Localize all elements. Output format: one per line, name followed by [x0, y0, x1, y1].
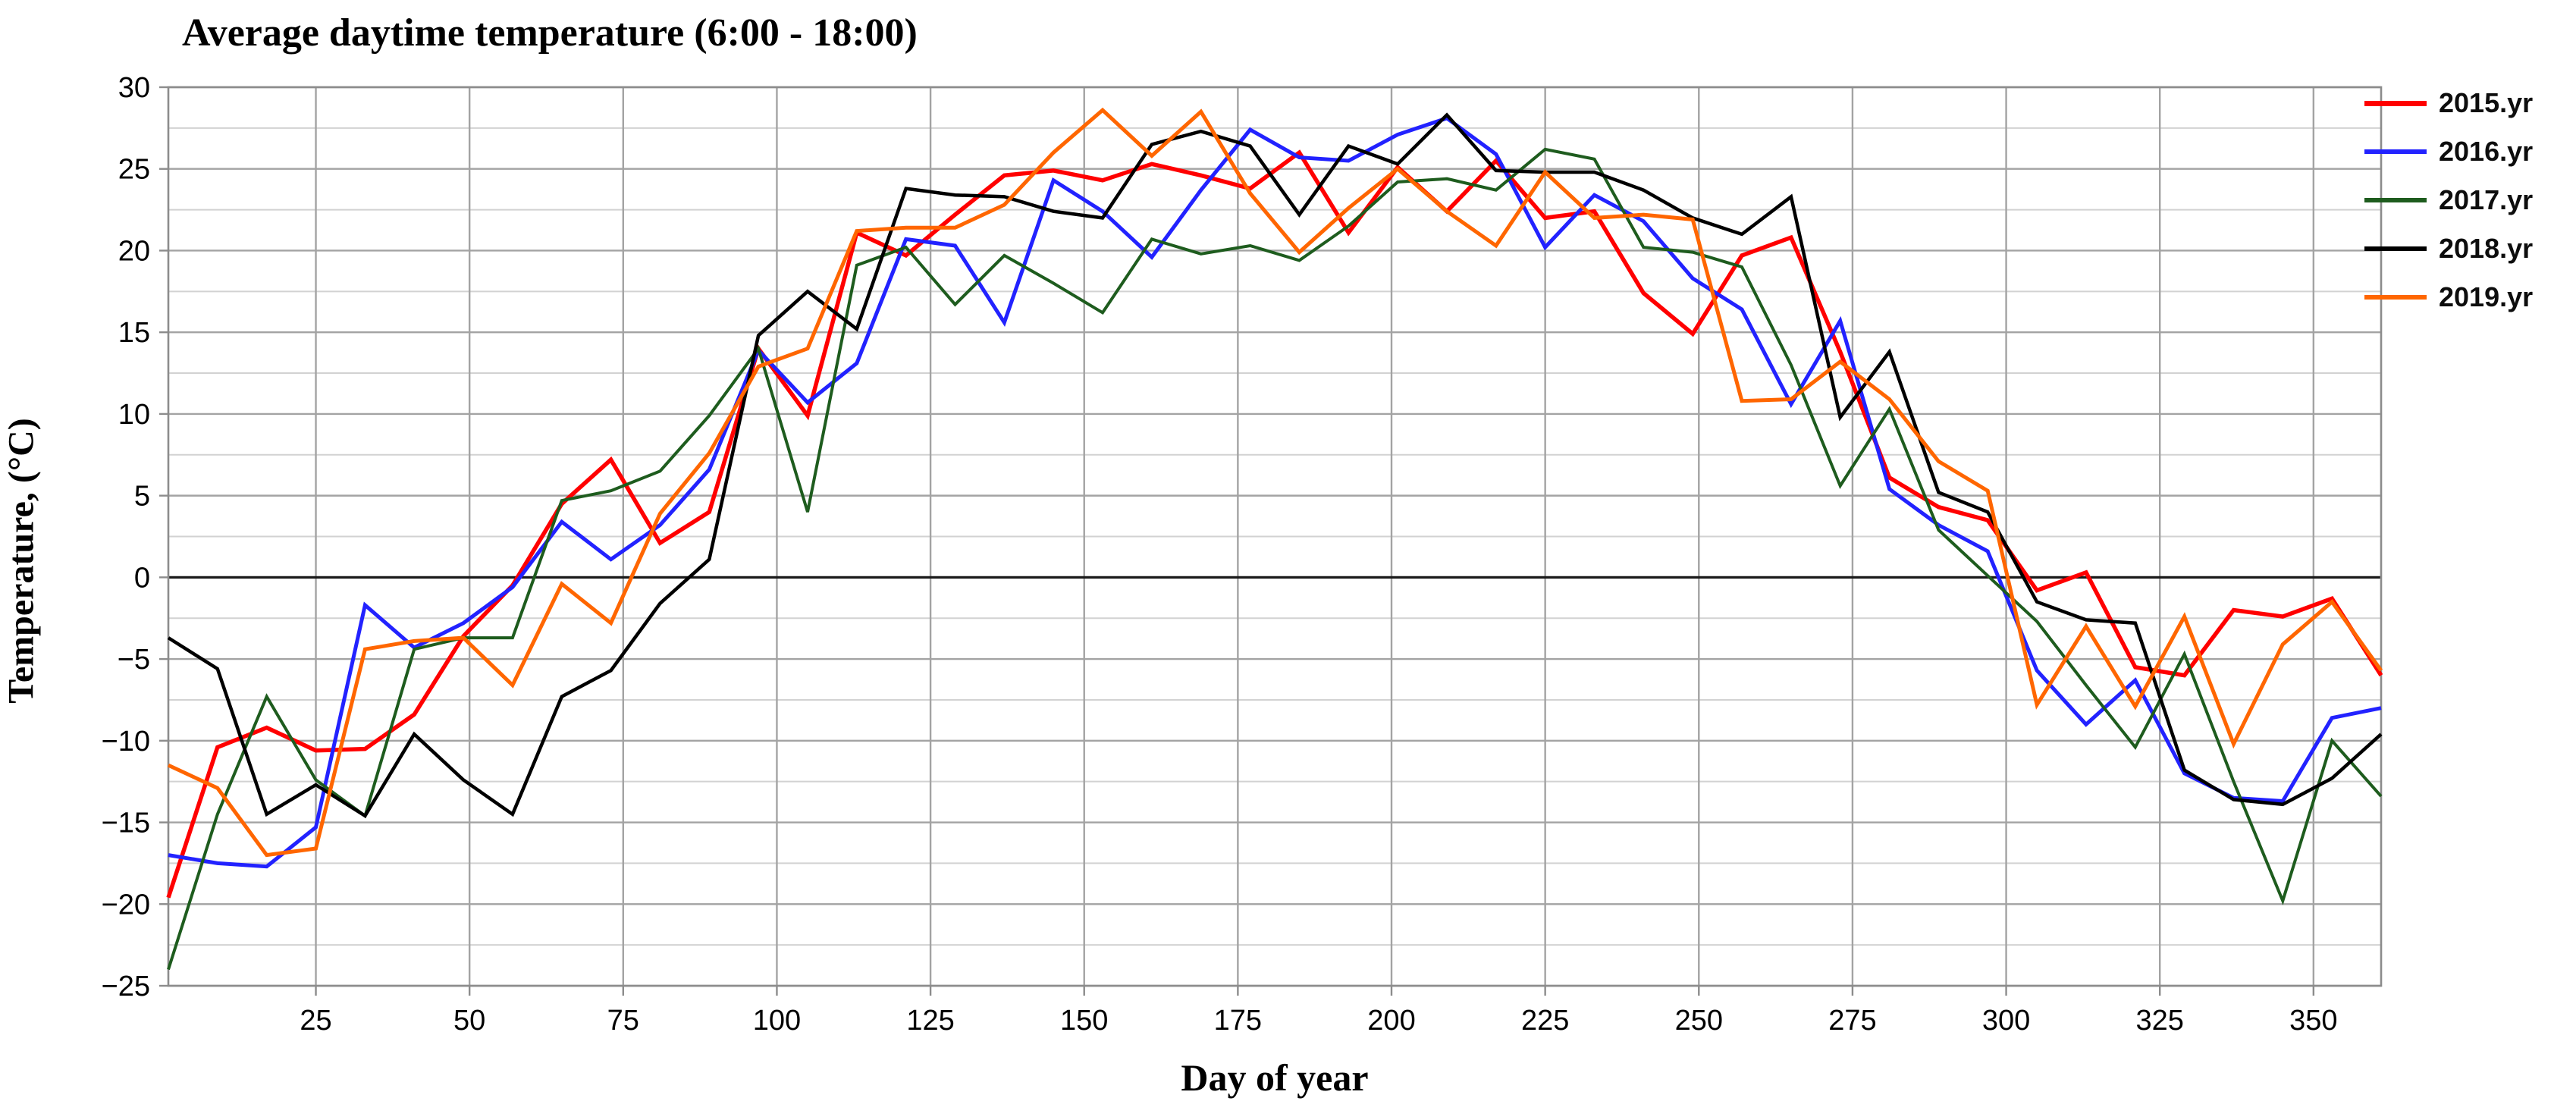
legend-item-2015: 2015.yr: [2364, 79, 2533, 127]
legend-line-icon-2019: [2364, 295, 2427, 300]
y-tick-label: −25: [102, 971, 150, 1002]
series-line-2017: [167, 147, 2383, 971]
x-tick-label: 350: [2289, 1005, 2337, 1037]
y-tick-label: 5: [134, 481, 150, 513]
x-tick-label: 150: [1060, 1005, 1108, 1037]
x-tick-label: 125: [906, 1005, 954, 1037]
x-tick-label: 225: [1521, 1005, 1569, 1037]
y-tick-label: 10: [118, 399, 150, 431]
legend-line-icon-2017: [2364, 198, 2427, 202]
legend-label-2019: 2019.yr: [2439, 281, 2534, 312]
series-line-2015: [166, 149, 2383, 899]
y-tick-label: −10: [102, 726, 150, 758]
x-tick-label: 50: [453, 1005, 485, 1037]
y-tick-label: −20: [102, 889, 150, 921]
series-line-2018: [167, 112, 2383, 819]
y-tick-label: −15: [102, 808, 150, 839]
chart-title: Average daytime temperature (6:00 - 18:0…: [182, 11, 918, 55]
y-tick-label: 20: [118, 235, 150, 267]
y-tick-label: −5: [118, 644, 150, 676]
legend-label-2016: 2016.yr: [2439, 136, 2534, 167]
legend-item-2019: 2019.yr: [2364, 273, 2533, 322]
x-tick-label: 275: [1828, 1005, 1876, 1037]
x-tick-label: 325: [2135, 1005, 2183, 1037]
x-tick-label: 200: [1367, 1005, 1415, 1037]
legend-item-2017: 2017.yr: [2364, 176, 2533, 224]
legend-line-icon-2016: [2364, 149, 2427, 154]
y-tick-label: 15: [118, 317, 150, 349]
x-tick-label: 300: [1982, 1005, 2030, 1037]
y-tick-label: 25: [118, 154, 150, 186]
series-line-2016: [168, 116, 2382, 869]
legend-label-2015: 2015.yr: [2439, 87, 2534, 118]
x-tick-label: 75: [607, 1005, 639, 1037]
x-tick-label: 25: [300, 1005, 331, 1037]
legend-item-2018: 2018.yr: [2364, 224, 2533, 273]
x-tick-label: 175: [1214, 1005, 1262, 1037]
legend: 2015.yr 2016.yr 2017.yr 2018.yr 2019.yr: [2364, 79, 2533, 322]
y-tick-label: 0: [134, 562, 150, 594]
legend-label-2017: 2017.yr: [2439, 184, 2534, 215]
x-axis-label: Day of year: [1181, 1056, 1369, 1099]
legend-label-2018: 2018.yr: [2439, 233, 2534, 264]
legend-line-icon-2018: [2364, 246, 2427, 251]
series-line-2019: [167, 107, 2383, 858]
x-tick-label: 100: [753, 1005, 801, 1037]
legend-item-2016: 2016.yr: [2364, 127, 2533, 176]
x-tick-label: 250: [1675, 1005, 1723, 1037]
legend-line-icon-2015: [2364, 100, 2427, 106]
y-tick-label: 30: [118, 72, 150, 104]
